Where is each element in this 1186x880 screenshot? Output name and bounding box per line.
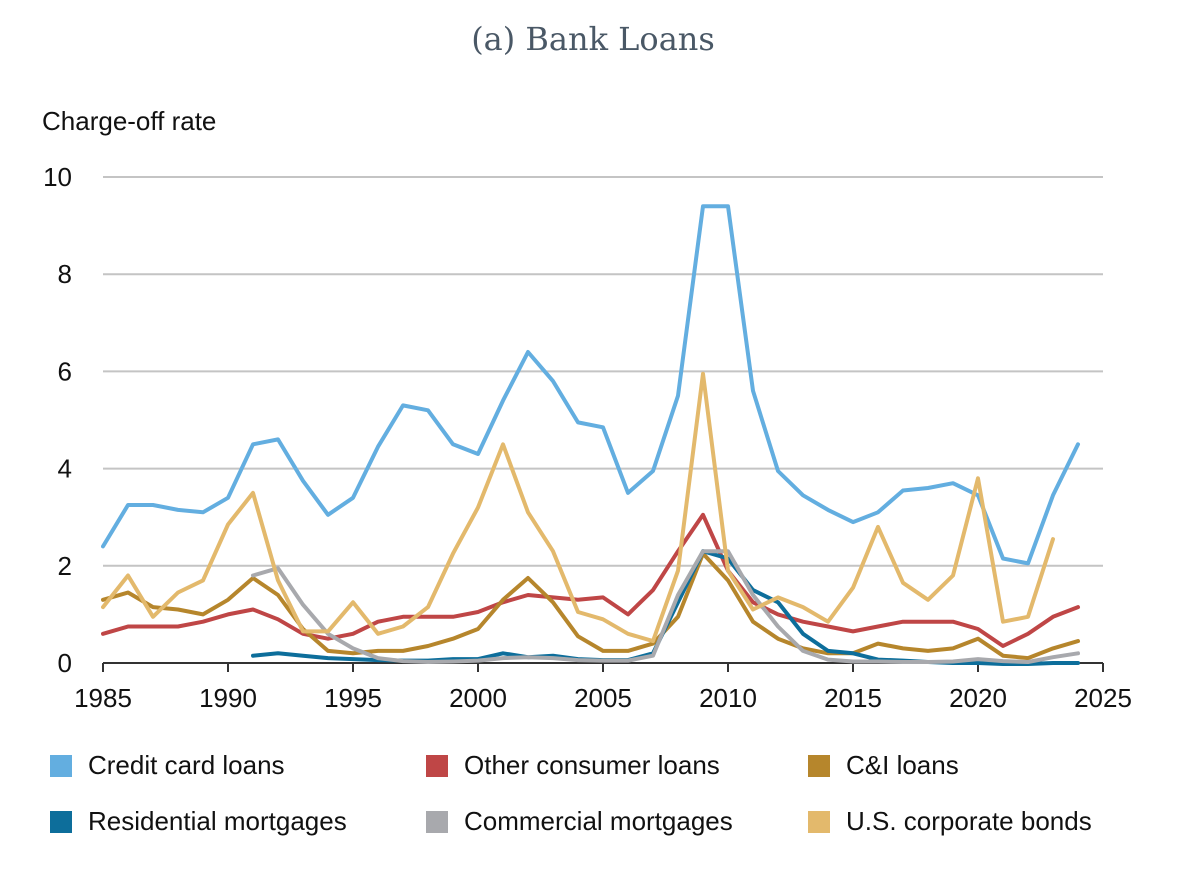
series-line-commercial-mortgages (251, 549, 1080, 664)
y-tick-label: 6 (58, 356, 72, 386)
legend-item: Residential mortgages (50, 806, 347, 837)
x-tick-label: 2000 (449, 683, 507, 713)
x-tick-label: 2005 (574, 683, 632, 713)
x-tick-label: 2015 (824, 683, 882, 713)
legend-swatch (808, 754, 830, 777)
x-tick-label: 2010 (699, 683, 757, 713)
legend-label: Commercial mortgages (464, 806, 733, 836)
y-tick-label: 2 (58, 551, 72, 581)
legend-swatch (50, 810, 72, 833)
y-tick-label: 10 (43, 162, 72, 192)
chart-title: (a) Bank Loans (471, 20, 715, 58)
legend-label: C&I loans (846, 750, 959, 780)
series-line-u-s-corporate-bonds (101, 371, 1055, 644)
legend-item: Credit card loans (50, 750, 285, 781)
legend-label: U.S. corporate bonds (846, 806, 1092, 836)
legend-swatch (808, 810, 830, 833)
legend-swatch (50, 754, 72, 777)
legend-swatch (426, 754, 448, 777)
x-tick-label: 1995 (324, 683, 382, 713)
legend-label: Residential mortgages (88, 806, 347, 836)
legend: Credit card loans Other consumer loans C&I… (50, 750, 1160, 850)
series-line-c-i-loans (101, 551, 1080, 661)
legend-item: C&I loans (808, 750, 959, 781)
series-line-other-consumer-loans (101, 512, 1080, 648)
legend-item: Commercial mortgages (426, 806, 733, 837)
y-tick-label: 0 (58, 648, 72, 678)
x-tick-label: 1990 (199, 683, 257, 713)
series-line-credit-card-loans (101, 204, 1080, 566)
legend-swatch (426, 810, 448, 833)
y-tick-label: 8 (58, 259, 72, 289)
legend-item: Other consumer loans (426, 750, 720, 781)
x-tick-label: 1985 (74, 683, 132, 713)
x-tick-label: 2020 (949, 683, 1007, 713)
y-tick-label: 4 (58, 454, 72, 484)
x-tick-label: 2025 (1074, 683, 1132, 713)
legend-label: Credit card loans (88, 750, 285, 780)
y-axis-label: Charge-off rate (42, 106, 217, 136)
legend-label: Other consumer loans (464, 750, 720, 780)
legend-item: U.S. corporate bonds (808, 806, 1092, 837)
plot-area: 0 2 4 6 8 10 1985 1990 1995 2000 2005 2010 2015 2020 2… (43, 162, 1132, 713)
